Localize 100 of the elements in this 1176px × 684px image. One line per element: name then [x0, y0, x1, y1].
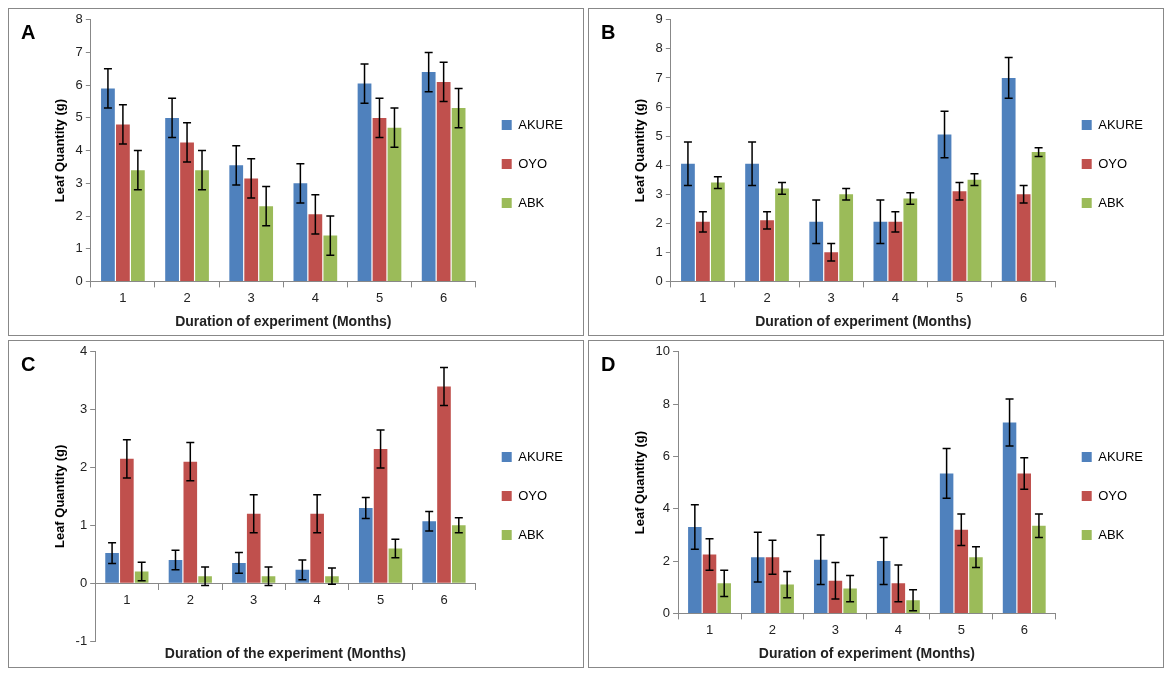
chart-title: C [21, 352, 36, 375]
chart-title: B [601, 20, 616, 43]
x-tick-label: 1 [119, 289, 127, 305]
x-tick-label: 2 [768, 621, 777, 637]
bar [232, 562, 246, 583]
x-tick-label: 2 [763, 289, 771, 305]
bar [939, 473, 954, 613]
chart-title: A [21, 20, 36, 43]
bar [765, 557, 780, 613]
chart-title: D [601, 352, 616, 375]
bar [244, 178, 259, 281]
bar [246, 513, 261, 583]
legend-label: ABK [518, 526, 545, 542]
x-tick-label: 6 [440, 591, 448, 607]
y-tick-label: 10 [655, 343, 671, 359]
x-tick-label: 3 [827, 289, 835, 305]
bar [422, 521, 437, 583]
legend-label: OYO [518, 155, 548, 171]
bar [387, 127, 402, 281]
y-tick-label: 3 [655, 185, 663, 201]
y-tick-label: 2 [662, 552, 671, 568]
bar [888, 221, 903, 281]
bar [809, 221, 824, 281]
x-tick-label: 3 [831, 621, 840, 637]
y-tick-label: 2 [655, 214, 663, 230]
x-tick-label: 5 [957, 621, 965, 637]
x-tick-label: 2 [186, 591, 194, 607]
bar [780, 584, 794, 613]
bar [105, 553, 119, 583]
y-tick-label: 4 [75, 142, 83, 158]
bar [702, 554, 717, 613]
y-tick-label: 0 [79, 574, 88, 590]
x-axis-title: Duration of the experiment (Months) [164, 644, 406, 661]
bar [952, 191, 967, 281]
bar [357, 83, 372, 281]
bar [937, 134, 952, 281]
bar [824, 252, 839, 281]
x-tick-label: 1 [705, 621, 714, 637]
bar [710, 182, 725, 281]
bar [1002, 422, 1017, 613]
y-tick-label: 7 [75, 44, 83, 60]
bar [195, 170, 209, 281]
bar [954, 529, 969, 613]
bar [451, 108, 466, 281]
bar [688, 527, 702, 613]
bar [180, 142, 194, 281]
y-tick-label: 3 [79, 401, 88, 417]
y-tick-label: 1 [75, 240, 83, 256]
bar [1032, 525, 1046, 613]
y-tick-label: 7 [655, 69, 663, 85]
bar [839, 194, 854, 281]
legend-label: ABK [1098, 194, 1125, 210]
bar [116, 124, 130, 281]
bar [1001, 77, 1016, 281]
x-tick-label: 5 [955, 289, 964, 305]
bar [372, 117, 387, 281]
bar [843, 588, 857, 613]
legend-label: AKURE [518, 116, 564, 132]
bar [751, 557, 765, 613]
bar [760, 220, 774, 281]
y-axis-title: Leaf Quantity (g) [632, 430, 648, 535]
x-axis-title: Duration of experiment (Months) [755, 312, 972, 329]
legend-label: OYO [1098, 487, 1128, 503]
bar [421, 72, 436, 281]
bar [165, 117, 179, 281]
legend-label: AKURE [1098, 116, 1144, 132]
x-tick-label: 4 [891, 289, 899, 305]
bar [293, 183, 308, 281]
y-tick-label: 1 [79, 516, 88, 532]
bar [745, 163, 759, 281]
bar [1016, 194, 1031, 281]
bar [229, 165, 244, 281]
legend-label: ABK [1098, 526, 1125, 542]
x-tick-label: 6 [440, 289, 448, 305]
bar [451, 525, 466, 583]
x-tick-label: 6 [1020, 289, 1028, 305]
y-axis-title: Leaf Quantity (g) [52, 98, 68, 203]
x-tick-label: 4 [311, 289, 319, 305]
x-tick-label: 5 [375, 289, 384, 305]
y-tick-label: 4 [79, 343, 88, 359]
bar [717, 583, 731, 613]
bar [681, 163, 695, 281]
bar [388, 548, 403, 583]
x-tick-label: 5 [376, 591, 385, 607]
legend-label: ABK [518, 194, 545, 210]
y-tick-label: 0 [655, 272, 663, 288]
bar [891, 583, 906, 613]
x-axis-title: Duration of experiment (Months) [175, 312, 392, 329]
y-tick-label: 9 [655, 11, 663, 27]
x-tick-label: 1 [123, 591, 131, 607]
bar [130, 170, 145, 281]
bar [261, 576, 276, 583]
bar [308, 214, 323, 281]
x-tick-label: 3 [250, 591, 258, 607]
y-tick-label: 5 [655, 127, 663, 143]
bar [903, 198, 918, 281]
bar [259, 206, 274, 281]
y-tick-label: 8 [655, 40, 663, 56]
bar [101, 88, 115, 281]
y-tick-label: 6 [662, 448, 671, 464]
